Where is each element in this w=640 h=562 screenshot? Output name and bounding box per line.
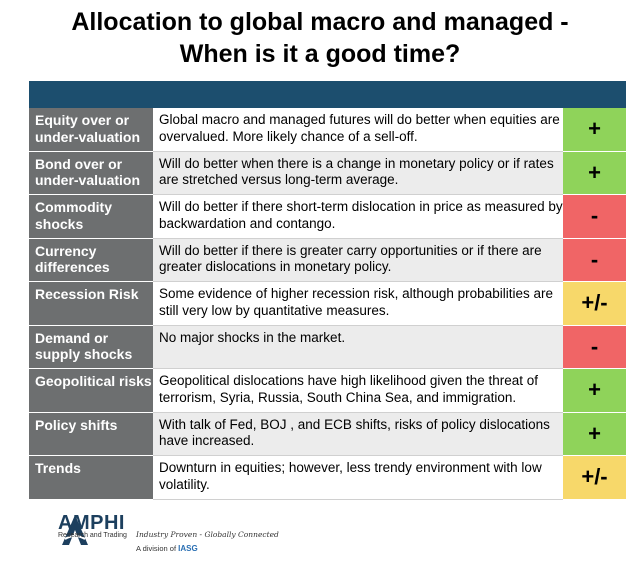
table-row: Geopolitical risks Geopolitical dislocati… xyxy=(29,368,626,413)
row-description: Will do better when there is a change in… xyxy=(153,151,563,195)
row-signal-badge: - xyxy=(563,194,626,239)
row-signal-badge: + xyxy=(563,151,626,195)
allocation-table: Equity over or under-valuation Global mac… xyxy=(29,108,626,500)
row-description: No major shocks in the market. xyxy=(153,325,563,369)
row-description: Some evidence of higher recession risk, … xyxy=(153,281,563,326)
tagline: Industry Proven - Globally Connected xyxy=(136,530,279,539)
row-category: Policy shifts xyxy=(29,412,153,456)
table-row: Currency differences Will do better if th… xyxy=(29,238,626,282)
table-row: Recession Risk Some evidence of higher re… xyxy=(29,281,626,326)
row-signal-badge: + xyxy=(563,108,626,152)
table-row: Policy shifts With talk of Fed, BOJ , and… xyxy=(29,412,626,456)
row-description: Geopolitical dislocations have high like… xyxy=(153,368,563,413)
title-line-2: When is it a good time? xyxy=(179,40,461,68)
amphi-logo-icon xyxy=(62,515,88,545)
table-row: Demand or supply shocks No major shocks i… xyxy=(29,325,626,369)
row-category: Equity over or under-valuation xyxy=(29,108,153,152)
row-description: Will do better if there is greater carry… xyxy=(153,238,563,282)
row-category: Recession Risk xyxy=(29,281,153,326)
row-category: Commodity shocks xyxy=(29,194,153,239)
title-line-1: Allocation to global macro and managed - xyxy=(71,8,569,36)
table-row: Bond over or under-valuation Will do bett… xyxy=(29,151,626,195)
row-description: Global macro and managed futures will do… xyxy=(153,108,563,152)
page-title: Allocation to global macro and managed -… xyxy=(0,6,640,70)
logo-subtitle: Research and Trading xyxy=(58,532,127,539)
row-category: Bond over or under-valuation xyxy=(29,151,153,195)
logo-name: AMPHI xyxy=(58,512,125,534)
row-category: Trends xyxy=(29,455,153,500)
division-note: A division of IASG xyxy=(136,544,198,553)
row-signal-badge: - xyxy=(563,238,626,282)
table-header-bar xyxy=(29,81,626,108)
row-category: Demand or supply shocks xyxy=(29,325,153,369)
row-category: Geopolitical risks xyxy=(29,368,153,413)
division-name: IASG xyxy=(178,544,198,553)
row-signal-badge: +/- xyxy=(563,281,626,326)
row-signal-badge: - xyxy=(563,325,626,369)
row-signal-badge: + xyxy=(563,412,626,456)
row-category: Currency differences xyxy=(29,238,153,282)
table-row: Commodity shocks Will do better if there … xyxy=(29,194,626,239)
table-row: Equity over or under-valuation Global mac… xyxy=(29,108,626,152)
row-description: Downturn in equities; however, less tren… xyxy=(153,455,563,500)
division-prefix: A division of xyxy=(136,544,177,553)
row-signal-badge: + xyxy=(563,368,626,413)
row-description: Will do better if there short-term dislo… xyxy=(153,194,563,239)
row-signal-badge: +/- xyxy=(563,455,626,500)
table-row: Trends Downturn in equities; however, les… xyxy=(29,455,626,500)
row-description: With talk of Fed, BOJ , and ECB shifts, … xyxy=(153,412,563,456)
